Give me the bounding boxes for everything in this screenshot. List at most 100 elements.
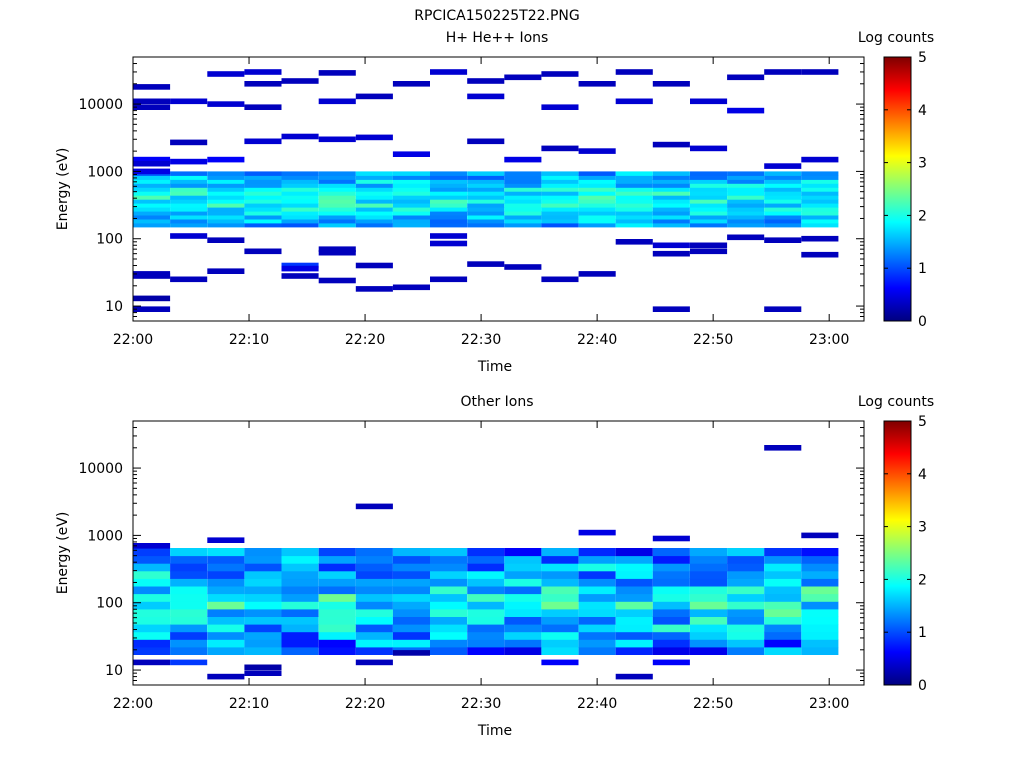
band-cell — [318, 171, 356, 176]
band-cell — [392, 555, 430, 564]
band-cell — [690, 191, 728, 196]
y-tick-label: 1000 — [87, 164, 123, 180]
band-cell — [504, 222, 542, 228]
band-cell — [355, 608, 393, 617]
band-cell — [541, 179, 579, 184]
count-cell — [207, 673, 245, 680]
band-cell — [504, 548, 542, 557]
band-cell — [467, 191, 505, 196]
count-cell — [207, 237, 245, 243]
band-cell — [764, 570, 802, 579]
band-cell — [244, 211, 282, 216]
band-cell — [764, 563, 802, 572]
band-cell — [392, 578, 430, 587]
count-cell — [690, 98, 728, 105]
band-cell — [615, 548, 653, 557]
band-cell — [504, 593, 542, 602]
band-cell — [281, 631, 319, 640]
band-cell — [170, 639, 208, 648]
band-cell — [318, 593, 356, 602]
band-cell — [801, 608, 839, 617]
band-cell — [207, 191, 245, 196]
band-cell — [615, 616, 653, 625]
band-cell — [690, 616, 728, 625]
band-cell — [801, 578, 839, 587]
band-cell — [801, 616, 839, 625]
band-cell — [801, 631, 839, 640]
band-cell — [652, 222, 690, 228]
band-cell — [541, 195, 579, 200]
band-cell — [355, 207, 393, 212]
band-cell — [281, 555, 319, 564]
band-cell — [392, 586, 430, 595]
count-cell — [244, 81, 282, 87]
band-cell — [764, 624, 802, 633]
count-cell — [133, 273, 171, 279]
band-cell — [430, 195, 468, 200]
band-cell — [355, 215, 393, 220]
band-cell — [244, 222, 282, 228]
band-cell — [652, 191, 690, 196]
band-cell — [541, 555, 579, 564]
band-cell — [430, 631, 468, 640]
band-cell — [467, 207, 505, 212]
band-cell — [541, 191, 579, 196]
band-cell — [615, 578, 653, 587]
band-cell — [244, 179, 282, 184]
colorbar-ticks: 0 1 2 3 4 5 — [884, 414, 927, 694]
band-cell — [578, 555, 616, 564]
count-cell — [318, 246, 356, 252]
band-cell — [281, 191, 319, 196]
band-cell — [504, 631, 542, 640]
band-cell — [727, 218, 765, 224]
band-cell — [578, 199, 616, 204]
band-cell — [133, 222, 171, 228]
band-cell — [133, 179, 171, 184]
colorbar-tick-label: 1 — [918, 625, 927, 641]
band-cell — [244, 616, 282, 625]
band-cell — [170, 601, 208, 610]
band-cell — [355, 548, 393, 557]
count-cell — [615, 69, 653, 75]
band-cell — [615, 601, 653, 610]
count-cell — [541, 145, 579, 152]
band-cell — [727, 179, 765, 184]
band-cell — [467, 179, 505, 184]
count-cell — [615, 673, 653, 680]
band-cell — [392, 199, 430, 204]
band-cell — [764, 195, 802, 200]
y-axis-ticks: 10 100 1000 10000 — [78, 420, 864, 686]
band-cell — [801, 183, 839, 188]
band-cell — [801, 586, 839, 595]
band-cell — [281, 624, 319, 633]
band-cell — [578, 211, 616, 216]
band-cell — [764, 601, 802, 610]
count-cell — [170, 158, 208, 165]
band-cell — [615, 646, 653, 655]
band-cell — [244, 646, 282, 655]
band-cell — [392, 211, 430, 216]
band-cell — [467, 639, 505, 648]
band-cell — [170, 578, 208, 587]
count-cell — [430, 276, 468, 283]
band-cell — [244, 624, 282, 633]
band-cell — [207, 548, 245, 557]
band-cell — [615, 586, 653, 595]
band-cell — [133, 211, 171, 216]
colorbar-label: Log counts — [858, 30, 934, 46]
count-cell — [133, 104, 171, 110]
panel-title: H+ He++ Ions — [446, 30, 549, 46]
band-cell — [467, 222, 505, 228]
band-cell — [578, 179, 616, 184]
count-cell — [504, 74, 542, 81]
band-cell — [541, 570, 579, 579]
x-tick-label: 22:30 — [461, 332, 501, 348]
band-cell — [541, 616, 579, 625]
band-cell — [504, 191, 542, 196]
band-cell — [727, 601, 765, 610]
band-cell — [355, 171, 393, 176]
band-cell — [318, 179, 356, 184]
band-cell — [318, 191, 356, 196]
count-cell — [318, 70, 356, 76]
band-cell — [430, 646, 468, 655]
